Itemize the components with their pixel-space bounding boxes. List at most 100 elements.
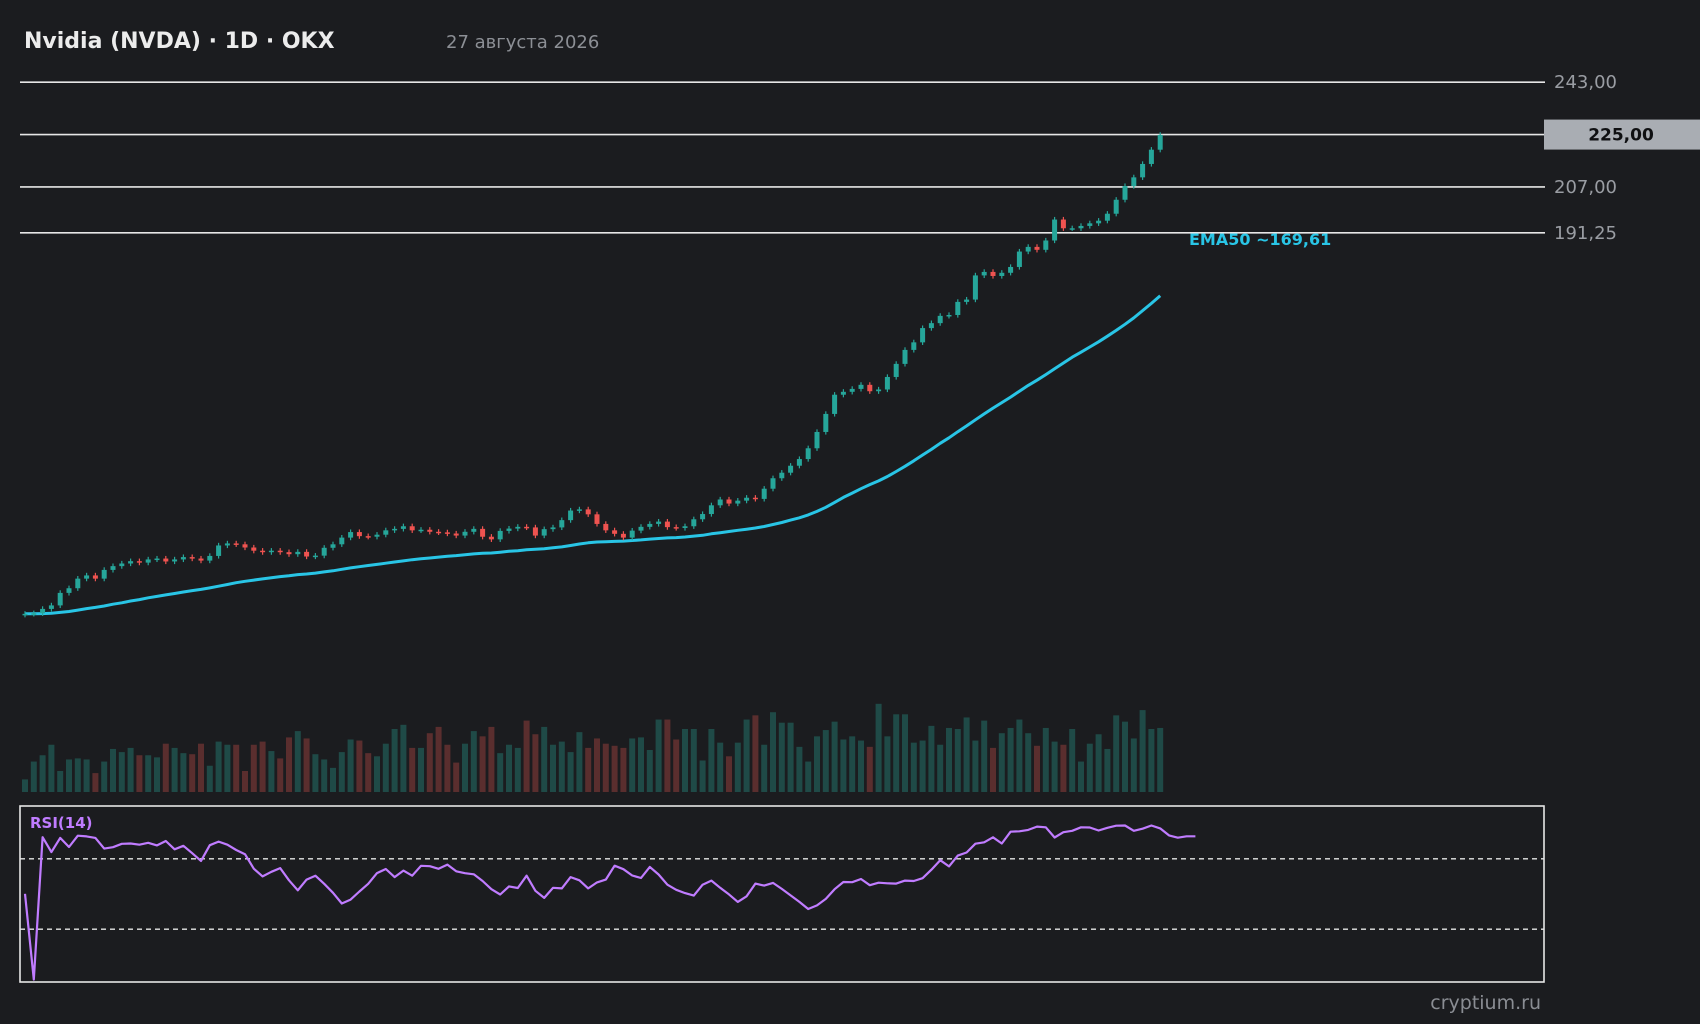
candle [1060,216,1066,231]
volume-bar [981,720,988,792]
candle-body [31,613,37,615]
volume-bars [22,703,1164,792]
volume-bar [127,747,134,792]
candle [673,524,679,531]
volume-bar [831,721,838,792]
candle [216,542,222,559]
volume-bar [110,748,116,792]
candle [911,339,917,353]
volume-bar [435,726,442,792]
candle [876,386,882,394]
volume-bar [1148,729,1155,792]
candle-body [1060,219,1066,229]
candle-body [532,527,538,536]
candle [172,556,178,565]
candle-body [612,530,618,534]
candle-body [717,499,723,506]
candle [893,361,899,380]
candle [1025,244,1031,255]
candle [66,585,72,596]
candle [541,526,547,539]
volume-bar [382,743,389,792]
candle [75,576,81,591]
candle-body [418,529,424,532]
candle-body [920,328,926,343]
candle-body [893,363,899,377]
volume-bar [162,743,169,792]
volume-bar [391,729,398,792]
volume-bar [611,745,618,792]
candle [295,549,301,557]
volume-bar [1122,721,1128,792]
candle-body [1122,186,1128,200]
candle [1069,225,1075,231]
candle [603,521,609,533]
volume-bar [946,727,952,792]
candle [823,411,829,435]
candle-body [867,384,873,392]
candle-body [884,376,890,390]
candle-body [57,592,63,606]
candle [40,606,46,616]
candle-body [1104,213,1110,221]
candle-body [268,550,274,553]
chart-title: Nvidia (NVDA) · 1D · OKX [24,29,335,54]
candle-body [902,349,908,364]
candle [198,555,204,564]
candle [189,554,195,562]
volume-bar [171,747,178,792]
candle [128,558,134,567]
candle [717,496,723,508]
candle [163,555,169,565]
candle-body [550,527,556,530]
candle-body [629,530,635,538]
level-label: 243,00 [1554,72,1617,93]
ema50-line [25,294,1162,616]
candle-body [1052,219,1058,241]
candle-body [198,558,204,561]
level-label: 207,00 [1554,177,1617,198]
candle-body [955,301,961,315]
volume-bar [22,779,28,792]
candle-body [673,527,679,529]
candle [22,611,28,618]
candle [594,511,600,527]
candle-body [480,528,486,537]
candle-body [224,543,230,546]
candle-body [365,536,371,538]
volume-bar [444,744,451,792]
candle [612,527,618,537]
volume-bar [1051,741,1058,792]
volume-bar [690,729,697,792]
candle [31,610,37,617]
candle [884,374,890,393]
volume-bar [602,743,609,792]
volume-bar [215,741,222,792]
volume-bar [365,753,372,792]
volume-bar [488,726,495,792]
candle [744,495,750,504]
candle [700,511,706,522]
candle [964,296,970,305]
candle-body [700,514,706,520]
candle [242,541,248,551]
candle-body [436,531,442,534]
candle [462,529,468,539]
candle-body [928,323,934,329]
candle [735,498,741,507]
candle [418,527,424,533]
candle-body [189,557,195,559]
volume-bar [638,737,644,792]
volume-bar [30,761,37,792]
candle-body [92,575,98,579]
rsi-frame [19,805,1545,983]
volume-bar [1157,727,1164,792]
chart-date: 27 августа 2026 [446,32,599,53]
candle-body [260,550,266,553]
candle-body [937,315,943,324]
volume-bar [1095,734,1102,792]
candle-body [990,271,996,276]
volume-bar [250,744,257,792]
candle-body [1131,177,1137,187]
